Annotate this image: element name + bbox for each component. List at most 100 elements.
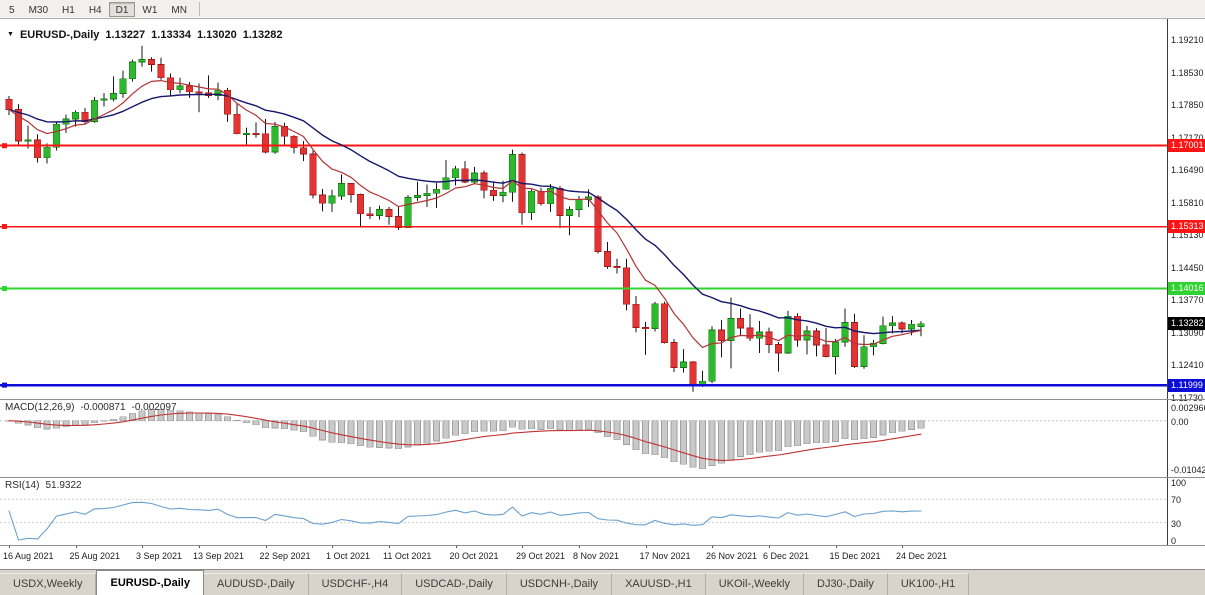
date-tick	[579, 545, 580, 548]
chart-tab-usdx-weekly[interactable]: USDX,Weekly	[0, 573, 97, 595]
timeframe-button-w1[interactable]: W1	[142, 4, 158, 16]
chart-header: ▼ EURUSD-,Daily 1.13227 1.13334 1.13020 …	[7, 29, 282, 41]
chart-tab-uk100-h1[interactable]: UK100-,H1	[887, 573, 970, 595]
macd-signal-value: -0.002097	[131, 402, 177, 413]
chart-tab-usdcad-daily[interactable]: USDCAD-,Daily	[402, 573, 507, 595]
chart-close-value: 1.13282	[242, 29, 283, 41]
date-tick	[75, 545, 77, 548]
date-tick	[769, 545, 770, 548]
macd-title: MACD(12,26,9)	[5, 402, 75, 413]
date-tick	[9, 545, 10, 548]
chart-tab-usdchf-h4[interactable]: USDCHF-,H4	[308, 573, 403, 595]
chart-tab-usdcnh-daily[interactable]: USDCNH-,Daily	[506, 573, 613, 595]
panel-separator[interactable]	[0, 477, 1205, 478]
date-label: 25 Aug 2021	[69, 551, 121, 561]
price-axis-label: 1.15810	[1171, 197, 1204, 208]
chart-symbol-label: EURUSD-,Daily	[19, 29, 100, 41]
date-tick	[142, 545, 143, 548]
price-axis-label: 1.16490	[1171, 165, 1204, 176]
current-price-tag: 1.13282	[1168, 317, 1205, 331]
date-label: 22 Sep 2021	[259, 551, 311, 561]
timeframe-toolbar: 5 M30 H1 H4 D1 W1 MN	[0, 0, 1205, 19]
price-axis-label: 1.17170	[1171, 132, 1204, 143]
date-label: 26 Nov 2021	[706, 551, 758, 561]
rsi-axis-label: 0	[1171, 536, 1177, 546]
date-label: 16 Aug 2021	[3, 551, 54, 561]
date-tick	[455, 545, 457, 548]
chart-high-value: 1.13334	[151, 29, 191, 41]
rsi-label: RSI(14) 51.9322	[5, 480, 82, 491]
price-axis: 1.19210 1.18530 1.17850 1.17170 1.16490 1.158…	[1167, 19, 1205, 546]
rsi-axis-label: 70	[1171, 495, 1182, 506]
time-axis: 16 Aug 2021 25 Aug 2021 3 Sep 2021 13 Sep 2…	[0, 545, 1167, 569]
date-label: 24 Dec 2021	[896, 551, 948, 561]
date-label: 11 Oct 2021	[383, 551, 432, 561]
date-label: 15 Dec 2021	[829, 551, 881, 561]
macd-axis-label: 0.002966	[1171, 403, 1205, 413]
macd-indicator-panel[interactable]: MACD(12,26,9) -0.000871 -0.002097	[0, 399, 1167, 477]
date-label: 3 Sep 2021	[136, 551, 183, 561]
timeframe-button-5[interactable]: 5	[9, 4, 15, 16]
macd-axis-label: -0.01042	[1171, 465, 1205, 475]
price-axis-label: 1.13090	[1171, 327, 1204, 338]
macd-label: MACD(12,26,9) -0.000871 -0.002097	[5, 402, 177, 413]
price-axis-label: 1.13770	[1171, 295, 1204, 306]
rsi-axis-label: 100	[1171, 478, 1187, 488]
candlestick-chart-canvas[interactable]	[0, 19, 1167, 399]
price-chart-panel[interactable]: ▼ EURUSD-,Daily 1.13227 1.13334 1.13020 …	[0, 19, 1167, 399]
chart-dropdown-icon[interactable]: ▼	[7, 31, 14, 38]
hline-price-tag: 1.14016	[1168, 282, 1205, 296]
date-tick	[389, 545, 390, 548]
price-axis-label: 1.18530	[1171, 67, 1204, 78]
chart-open-value: 1.13227	[105, 29, 146, 41]
date-label: 29 Oct 2021	[516, 551, 566, 561]
chart-tab-bar: USDX,Weekly EURUSD-,Daily AUDUSD-,Daily USD…	[0, 569, 1205, 595]
price-axis-label: 1.15130	[1171, 230, 1204, 241]
timeframe-button-m30[interactable]: M30	[28, 4, 49, 16]
date-tick	[199, 545, 200, 548]
date-tick	[645, 545, 647, 548]
chart-tab-dj30-daily[interactable]: DJ30-,Daily	[804, 573, 888, 595]
date-tick	[835, 545, 837, 548]
chart-tab-xauusd-h1[interactable]: XAUUSD-,H1	[612, 573, 706, 595]
hline-price-tag: 1.11999	[1168, 378, 1205, 392]
price-axis-label: 1.17850	[1171, 100, 1204, 111]
date-label: 20 Oct 2021	[449, 551, 499, 561]
hline-price-tag: 1.17001	[1168, 139, 1205, 153]
date-tick	[265, 545, 267, 548]
timeframe-button-d1[interactable]: D1	[108, 1, 136, 17]
price-axis-label: 1.14450	[1171, 262, 1204, 273]
rsi-canvas[interactable]	[0, 477, 1167, 545]
macd-canvas[interactable]	[0, 399, 1167, 477]
timeframe-button-h1[interactable]: H1	[62, 4, 75, 16]
rsi-value: 51.9322	[45, 480, 82, 491]
date-label: 17 Nov 2021	[639, 551, 691, 561]
price-axis-label: 1.11730	[1171, 393, 1203, 403]
date-label: 13 Sep 2021	[193, 551, 245, 561]
date-tick	[332, 545, 333, 548]
chart-tab-audusd-daily[interactable]: AUDUSD-,Daily	[203, 573, 309, 595]
chart-low-value: 1.13020	[196, 29, 237, 41]
rsi-indicator-panel[interactable]: RSI(14) 51.9322	[0, 477, 1167, 545]
price-axis-label: 1.19210	[1171, 35, 1204, 45]
hline-price-tag: 1.15313	[1168, 220, 1205, 233]
timeframe-button-h4[interactable]: H4	[88, 4, 102, 16]
rsi-axis-label: 30	[1171, 518, 1182, 529]
timeframe-button-mn[interactable]: MN	[171, 4, 187, 16]
date-label: 1 Oct 2021	[326, 551, 371, 561]
panel-separator	[0, 545, 1205, 546]
date-tick	[712, 545, 713, 548]
price-axis-label: 1.12410	[1171, 360, 1204, 371]
rsi-title: RSI(14)	[5, 480, 40, 491]
date-label: 8 Nov 2021	[573, 551, 620, 561]
chart-tab-eurusd-daily[interactable]: EURUSD-,Daily	[96, 570, 204, 595]
date-tick	[522, 545, 523, 548]
macd-axis-label: 0.00	[1171, 416, 1189, 427]
macd-main-value: -0.000871	[80, 402, 126, 413]
date-label: 6 Dec 2021	[763, 551, 810, 561]
chart-tab-ukoil-weekly[interactable]: UKOil-,Weekly	[705, 573, 804, 595]
panel-separator[interactable]	[0, 399, 1205, 400]
toolbar-separator	[198, 2, 200, 16]
date-tick	[902, 545, 903, 548]
